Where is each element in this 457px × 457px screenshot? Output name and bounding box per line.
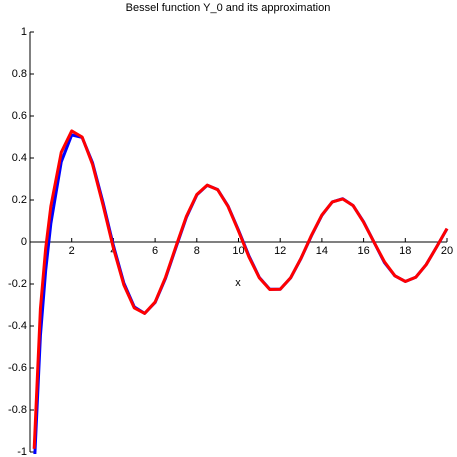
y-tick-label: 0 (21, 236, 27, 248)
plot-area (32, 129, 449, 454)
y-tick-label: 0.8 (12, 68, 27, 80)
y-tick-label: -0.4 (8, 320, 27, 332)
x-tick-label: 20 (441, 245, 453, 257)
series-line (32, 129, 449, 449)
x-tick-label: 8 (194, 245, 200, 257)
x-tick-label: 10 (232, 245, 244, 257)
y-tick-label: 0.2 (12, 194, 27, 206)
x-axis-label: x (235, 277, 241, 289)
x-tick-label: 16 (357, 245, 369, 257)
x-tick-label: 6 (152, 245, 158, 257)
x-tick-label: 12 (274, 245, 286, 257)
y-tick-label: -0.6 (8, 362, 27, 374)
x-tick-label: 2 (69, 245, 75, 257)
x-tick-label: 18 (399, 245, 411, 257)
y-tick-label: -0.2 (8, 278, 27, 290)
x-tick-label: 14 (316, 245, 328, 257)
y-tick-label: 1 (21, 26, 27, 38)
y-tick-label: -1 (17, 446, 27, 457)
y-tick-label: -0.8 (8, 404, 27, 416)
chart-title: Bessel function Y_0 and its approximatio… (126, 2, 331, 14)
y-tick-label: 0.4 (12, 152, 27, 164)
y-tick-label: 0.6 (12, 110, 27, 122)
